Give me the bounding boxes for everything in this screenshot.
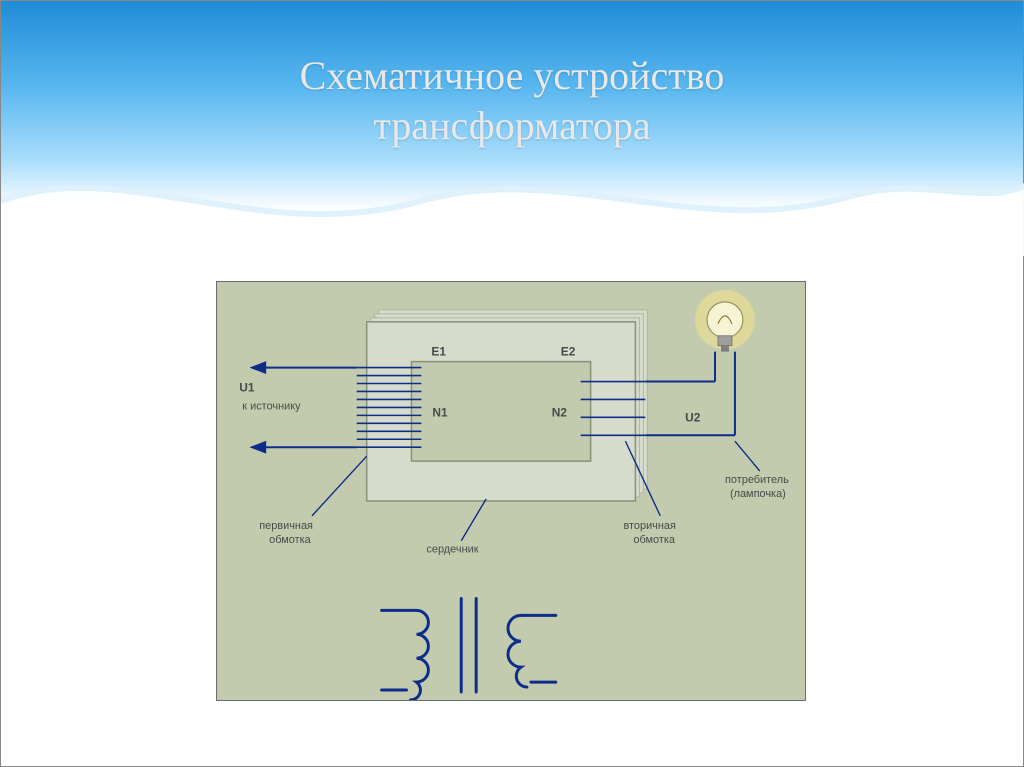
label-u1: U1 [239, 380, 255, 394]
label-e1: E1 [431, 345, 446, 359]
title-line-1: Схематичное устройство [300, 53, 725, 98]
label-consumer-2: (лампочка) [730, 488, 786, 500]
title-line-2: трансформатора [373, 103, 650, 148]
label-consumer-1: потребитель [725, 474, 789, 486]
label-primary-2: обмотка [269, 534, 312, 546]
transformer-diagram: E1 E2 U1 к источнику U2 N1 N2 первичная … [216, 281, 806, 701]
label-n2: N2 [552, 405, 568, 419]
wave-decoration [1, 146, 1024, 256]
label-source: к источнику [242, 400, 301, 412]
light-bulb-icon [695, 290, 755, 352]
label-u2: U2 [685, 410, 701, 424]
label-secondary-2: обмотка [633, 534, 676, 546]
label-primary-1: первичная [259, 520, 313, 532]
slide-title: Схематичное устройство трансформатора [1, 51, 1023, 151]
slide: Схематичное устройство трансформатора [0, 0, 1024, 767]
label-n1: N1 [432, 405, 448, 419]
label-core: сердечник [426, 544, 478, 556]
diagram-svg: E1 E2 U1 к источнику U2 N1 N2 первичная … [217, 282, 805, 700]
label-e2: E2 [561, 345, 576, 359]
transformer-symbol [382, 598, 556, 700]
label-secondary-1: вторичная [623, 520, 676, 532]
